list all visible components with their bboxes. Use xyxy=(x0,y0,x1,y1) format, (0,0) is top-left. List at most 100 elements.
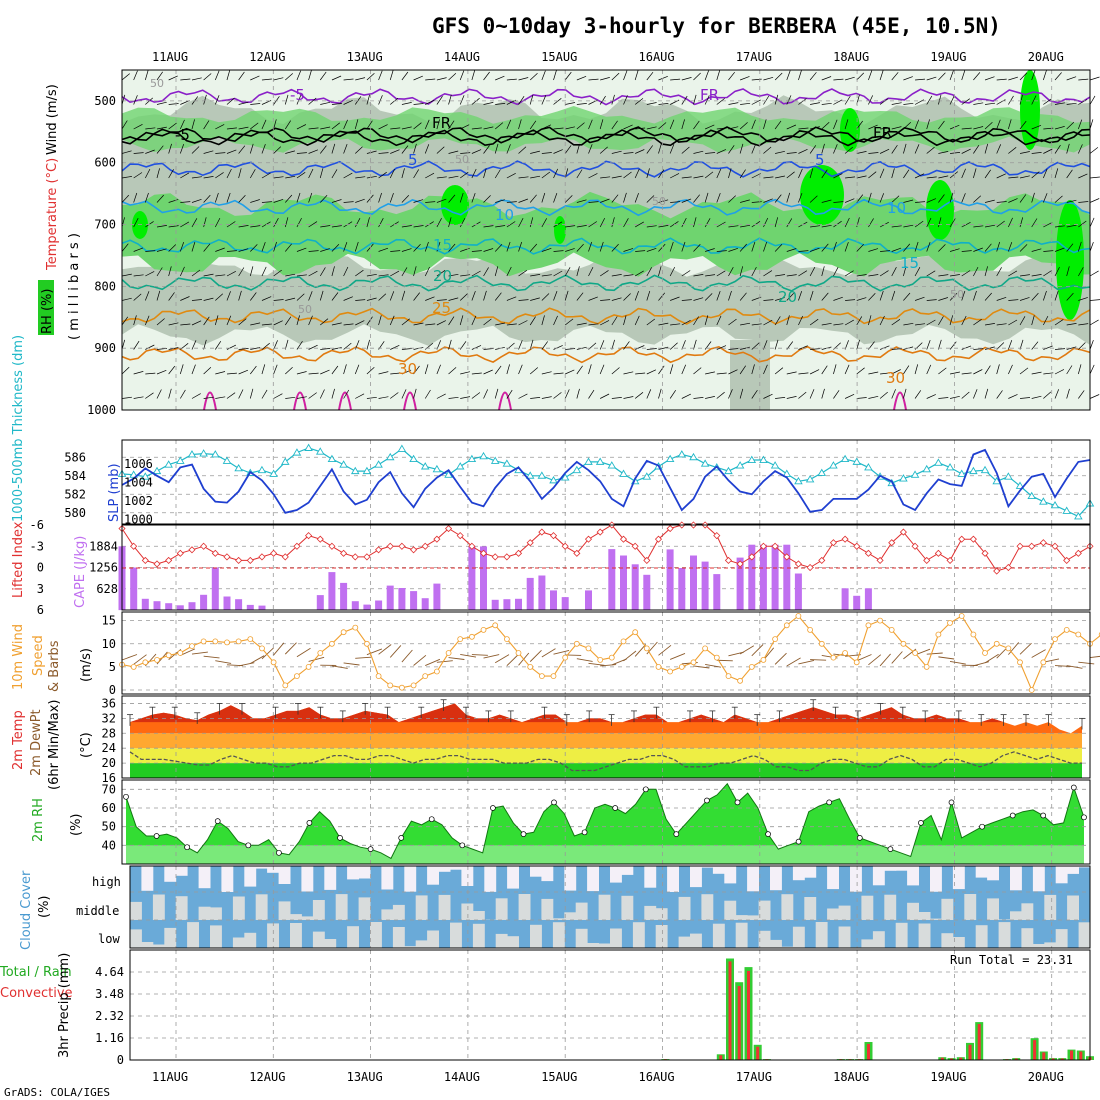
lifted-index-point xyxy=(223,553,231,561)
wind-barb xyxy=(390,372,401,375)
wind10m-barb xyxy=(1089,655,1100,658)
wind-barb xyxy=(529,72,538,81)
run-total: Run Total = 23.31 xyxy=(950,953,1073,967)
wind-barb xyxy=(413,244,421,252)
wind-barb xyxy=(821,169,828,179)
wind10m-point xyxy=(165,652,172,659)
wind10m-point xyxy=(772,636,778,642)
wind-barb xyxy=(494,388,499,399)
wind-barb xyxy=(413,388,417,399)
wind-barb xyxy=(973,145,980,154)
rh2m-point xyxy=(704,797,710,804)
lifted-index-point xyxy=(130,542,138,550)
wind-barb xyxy=(600,393,610,399)
wind-barb xyxy=(133,217,139,228)
cloud-gap-cell xyxy=(667,866,679,892)
wind-barb xyxy=(635,250,646,252)
wind-barb xyxy=(156,348,167,350)
wind-barb xyxy=(530,150,540,154)
top-date-label: 17AUG xyxy=(736,50,772,64)
wind-barb xyxy=(973,168,977,179)
rh2m-point xyxy=(245,842,252,849)
precip-convective-bar xyxy=(867,1043,870,1060)
wind-barb xyxy=(751,266,757,277)
wind-barb xyxy=(296,95,302,105)
wind-barb xyxy=(541,247,552,252)
thickness-point xyxy=(829,461,838,469)
wind-barb xyxy=(775,397,786,399)
thickness-point xyxy=(572,465,582,474)
wind-barb xyxy=(483,348,494,350)
wind-barb xyxy=(646,102,657,105)
wind10m-point xyxy=(247,636,254,642)
lifted-index-point xyxy=(1074,549,1082,557)
lifted-index-point xyxy=(876,556,884,564)
wind-barb xyxy=(1008,241,1013,252)
wind-barb xyxy=(564,290,569,301)
cloud-gap-cell xyxy=(564,866,577,891)
wind-barb xyxy=(261,143,266,154)
thickness-point xyxy=(315,447,325,455)
cloud-gap-cell xyxy=(1067,866,1079,874)
wind-barb xyxy=(856,151,867,154)
wind-barb xyxy=(774,72,783,81)
rh-band-gray xyxy=(730,340,770,410)
wind-barb xyxy=(786,248,797,252)
cloud-gap-cell xyxy=(655,908,668,920)
wind-barb xyxy=(786,315,790,326)
wind-barb xyxy=(296,172,306,179)
wind-barb xyxy=(273,269,282,277)
wind10m-point xyxy=(1028,687,1035,693)
wind-barb xyxy=(413,199,424,203)
wind10m-point xyxy=(422,673,429,679)
wind-barb xyxy=(448,297,459,301)
wind10m-barb xyxy=(553,649,570,655)
wind-barb xyxy=(681,146,690,154)
wind-barb xyxy=(1043,391,1052,399)
wind-barb xyxy=(553,372,564,375)
wind-barb xyxy=(180,323,191,326)
lifted-index-point xyxy=(421,542,429,550)
rh-patch-bright xyxy=(441,185,469,225)
cloud-gap-cell xyxy=(827,908,839,920)
cape-bar xyxy=(328,572,336,610)
wind10m-point xyxy=(480,627,487,633)
wind-barb xyxy=(448,175,459,179)
wind-barb xyxy=(425,201,436,203)
wind-barb xyxy=(308,270,318,277)
wind-barb xyxy=(996,201,1007,203)
precip-total-label: Total / Rain xyxy=(0,965,72,980)
wind-barb xyxy=(448,273,459,277)
wind-barb xyxy=(1019,217,1024,228)
cloud-gap-cell xyxy=(758,900,771,920)
wind-barb xyxy=(529,194,537,203)
wind-barb xyxy=(320,318,329,326)
precip-convective-bar xyxy=(1079,1051,1083,1060)
thickness-point xyxy=(899,474,908,482)
wind-barb xyxy=(681,77,692,81)
wind-barb xyxy=(623,218,629,228)
wind-barb xyxy=(705,371,715,375)
wind-barb xyxy=(296,217,302,228)
wind-barb xyxy=(704,192,709,203)
wind10m-point xyxy=(352,624,359,631)
cloud-gap-cell xyxy=(507,866,519,889)
wind-barb xyxy=(611,175,622,179)
wind-barb xyxy=(506,266,512,277)
wind-barb xyxy=(180,221,190,228)
wind-barb xyxy=(868,124,878,130)
y-tick-label: 4.64 xyxy=(95,965,124,979)
lifted-index-point xyxy=(526,539,534,547)
wind-barb xyxy=(460,171,469,179)
wind-barb xyxy=(786,192,791,203)
wind-barb xyxy=(541,341,548,350)
wind-barb xyxy=(319,145,327,154)
wind-barb xyxy=(821,266,825,277)
cloud-gap-cell xyxy=(804,897,817,920)
wind-barb xyxy=(868,171,877,179)
wind-barb xyxy=(658,75,668,81)
wind-barb xyxy=(121,316,129,326)
wind10m-point xyxy=(317,650,324,656)
cloud-gap-cell xyxy=(278,901,291,920)
wind-barb xyxy=(856,120,863,130)
